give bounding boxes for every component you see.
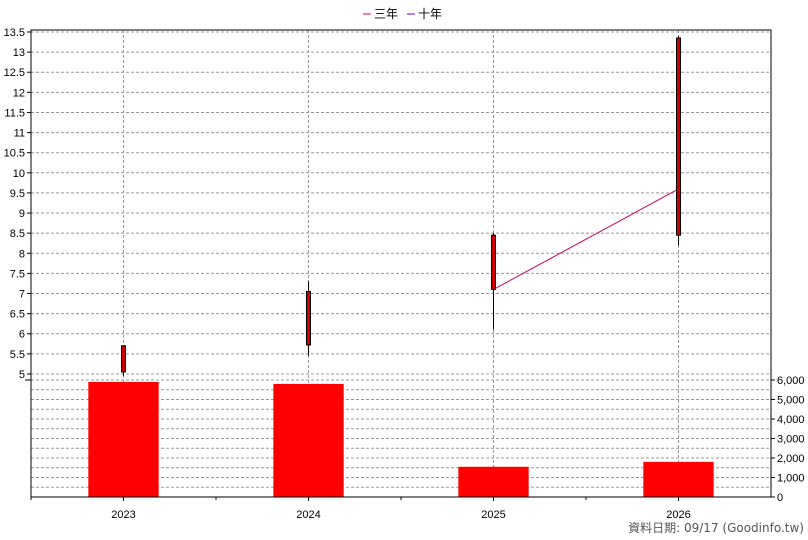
candle-body xyxy=(121,345,126,373)
x-axis-ticks: 2023 2024 2025 2026 xyxy=(111,509,690,521)
price-tick-label: 10 xyxy=(13,168,25,180)
volume-bar xyxy=(458,466,529,497)
price-tick-label: 6.5 xyxy=(10,309,25,321)
price-axis-ticks: 13.5 13 12.5 12 11.5 11 10.5 10 9.5 9 8.5 8 7.5 7 6.5 6… xyxy=(4,27,25,381)
volume-tick-label: 5,000 xyxy=(777,395,805,407)
series-lines xyxy=(493,188,679,290)
volume-bar xyxy=(643,461,714,497)
x-tick-label: 2024 xyxy=(296,509,320,521)
price-tick-label: 7.5 xyxy=(10,268,25,280)
price-tick-label: 11.5 xyxy=(4,107,25,119)
price-tick-label: 9 xyxy=(19,208,25,220)
volume-tick-label: 4,000 xyxy=(777,414,805,426)
volume-bars xyxy=(88,381,714,497)
price-tick-label: 11 xyxy=(14,128,25,140)
price-tick-label: 9.5 xyxy=(10,188,25,200)
price-tick-label: 5.5 xyxy=(10,349,25,361)
x-tick-label: 2025 xyxy=(481,509,505,521)
price-tick-label: 7 xyxy=(19,289,25,301)
price-tick-label: 12 xyxy=(13,87,25,99)
x-tick-label: 2026 xyxy=(666,509,690,521)
price-tick-label: 8.5 xyxy=(10,228,25,240)
price-tick-label: 12.5 xyxy=(4,67,25,79)
price-tick-label: 8 xyxy=(19,248,25,260)
volume-bar xyxy=(88,381,159,497)
candles xyxy=(121,36,681,376)
volume-bar xyxy=(273,383,344,497)
volume-tick-label: 0 xyxy=(777,492,783,504)
candle-body xyxy=(491,234,496,290)
legend-label: 三年 xyxy=(374,7,398,21)
axes xyxy=(25,29,775,501)
volume-tick-label: 3,000 xyxy=(777,434,805,446)
candle-body xyxy=(306,290,311,346)
volume-tick-label: 6,000 xyxy=(777,375,805,387)
price-tick-label: 6 xyxy=(19,329,25,341)
volume-axis-ticks: 6,000 5,000 4,000 3,000 2,000 1,000 0 xyxy=(777,375,805,504)
price-tick-label: 13 xyxy=(13,47,25,59)
legend: 三年 十年 xyxy=(363,7,442,21)
legend-label: 十年 xyxy=(418,7,442,21)
footer-source: 資料日期: 09/17 (Goodinfo.tw) xyxy=(628,521,804,535)
volume-tick-label: 1,000 xyxy=(777,473,805,485)
price-tick-label: 13.5 xyxy=(4,27,25,39)
price-tick-label: 10.5 xyxy=(4,148,25,160)
x-tick-label: 2023 xyxy=(111,509,135,521)
series-line xyxy=(493,188,679,290)
candle-body xyxy=(676,37,681,236)
price-tick-label: 5 xyxy=(19,369,25,381)
volume-tick-label: 2,000 xyxy=(777,453,805,465)
